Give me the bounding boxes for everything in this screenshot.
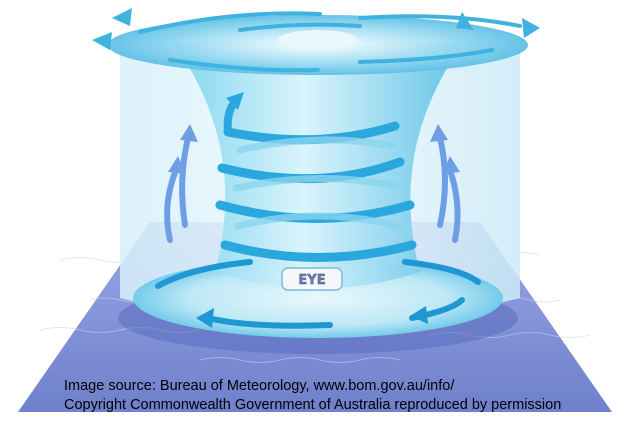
- outflow-arrows: [92, 8, 540, 50]
- updraft-arrows-left: [164, 135, 191, 243]
- updraft-arrowhead-left-1: [180, 124, 198, 142]
- outflow-eye-hole: [278, 30, 358, 50]
- updraft-arrows-right: [437, 135, 461, 243]
- eye-label: EYE: [298, 273, 325, 288]
- surface-arrowhead-right: [410, 306, 428, 324]
- image-source-credit: Image source: Bureau of Meteorology, www…: [64, 378, 455, 394]
- eye-marker: EYE: [281, 267, 343, 291]
- surface-inflow-arrows: [155, 259, 481, 329]
- surface-arrowhead-left: [196, 308, 214, 328]
- spiral-up-arm: [223, 97, 240, 133]
- spiral-back-bands: [232, 136, 402, 230]
- updraft-arrowhead-right-1: [430, 124, 448, 142]
- updraft-arrowhead-left-2: [168, 156, 186, 174]
- copyright-notice: Copyright Commonwealth Government of Aus…: [64, 397, 562, 413]
- updraft-arrowhead-right-2: [442, 156, 460, 174]
- outflow-swirls: [138, 11, 522, 73]
